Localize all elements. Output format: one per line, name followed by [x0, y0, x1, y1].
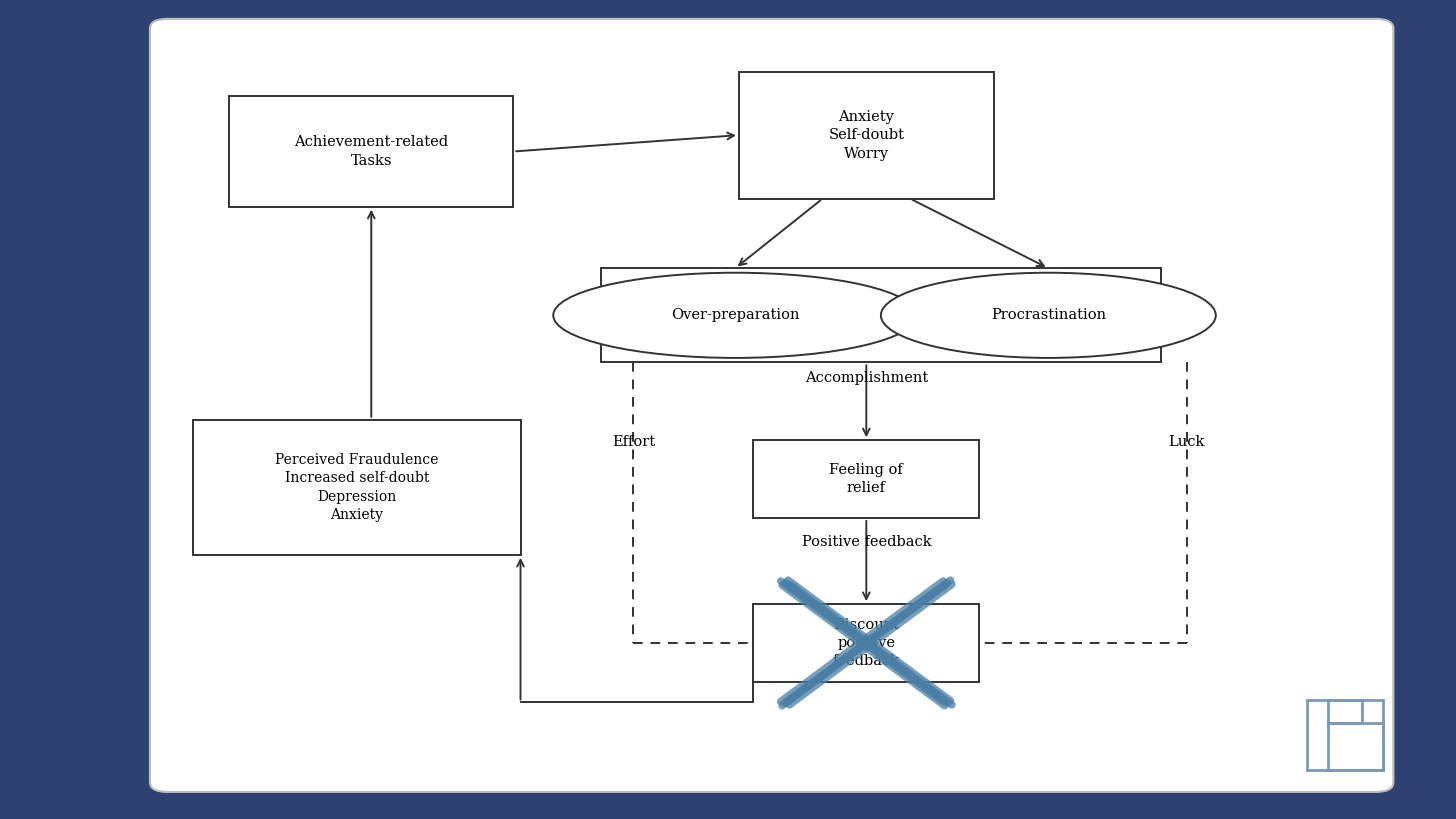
- Bar: [740, 72, 993, 199]
- Text: Feeling of
relief: Feeling of relief: [830, 463, 903, 495]
- Bar: [1328, 700, 1363, 723]
- Bar: [1328, 723, 1383, 770]
- Bar: [230, 96, 514, 207]
- Text: Effort: Effort: [612, 435, 655, 450]
- Text: Discount
positive
feedback: Discount positive feedback: [833, 618, 900, 668]
- Text: Procrastination: Procrastination: [990, 308, 1107, 323]
- Text: Achievement-related
Tasks: Achievement-related Tasks: [294, 135, 448, 168]
- Text: Over-preparation: Over-preparation: [671, 308, 799, 323]
- Bar: [754, 604, 978, 681]
- Ellipse shape: [881, 273, 1216, 358]
- Text: Accomplishment: Accomplishment: [805, 371, 927, 386]
- Bar: [601, 269, 1162, 362]
- Text: Positive feedback: Positive feedback: [801, 535, 932, 550]
- Bar: [194, 419, 521, 555]
- Ellipse shape: [553, 273, 917, 358]
- Text: Luck: Luck: [1169, 435, 1204, 450]
- Text: Perceived Fraudulence
Increased self-doubt
Depression
Anxiety: Perceived Fraudulence Increased self-dou…: [275, 453, 438, 522]
- Text: Anxiety
Self-doubt
Worry: Anxiety Self-doubt Worry: [828, 110, 904, 161]
- Bar: [754, 441, 978, 518]
